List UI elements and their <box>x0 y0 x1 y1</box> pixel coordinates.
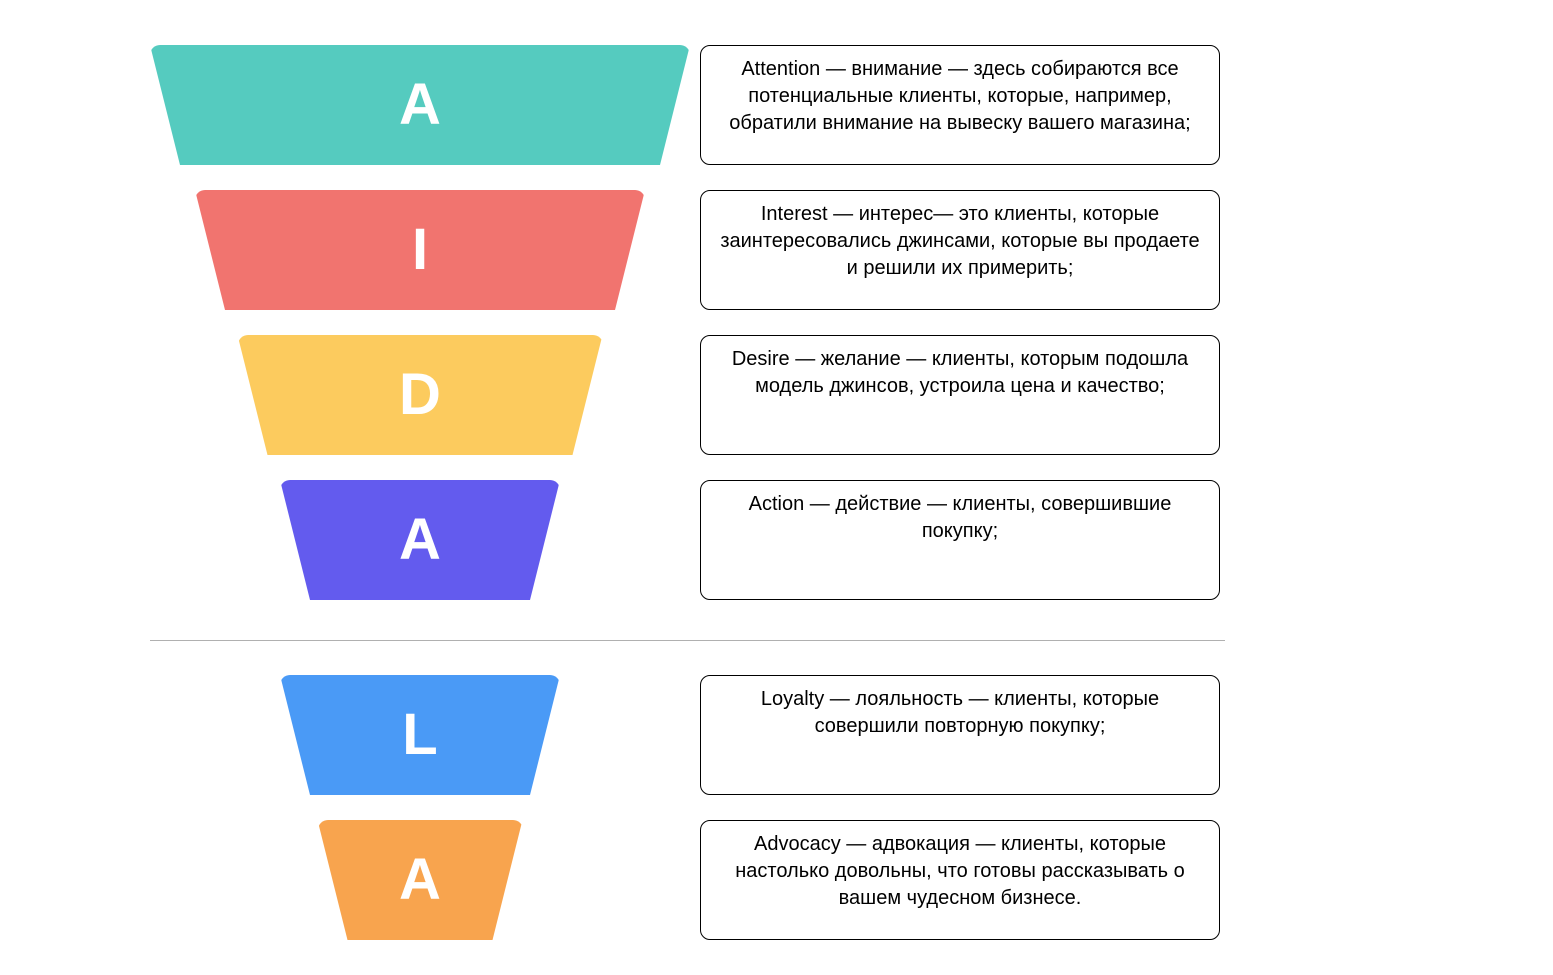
funnel-segment-desire: D <box>238 335 603 455</box>
stage-row-interest: I Interest — интерес— это клиенты, котор… <box>0 190 1553 310</box>
description-cell-advocacy: Advocacy — адвокация — клиенты, которые … <box>700 820 1220 940</box>
stage-row-advocacy: A Advocacy — адвокация — клиенты, которы… <box>0 820 1553 940</box>
description-box-interest: Interest — интерес— это клиенты, которые… <box>700 190 1220 310</box>
description-text-advocacy: Advocacy — адвокация — клиенты, которые … <box>735 833 1184 909</box>
description-text-loyalty: Loyalty — лояльность — клиенты, которые … <box>761 688 1159 737</box>
funnel-segment-attention: A <box>150 45 690 165</box>
description-box-action: Action — действие — клиенты, совершившие… <box>700 480 1220 600</box>
description-cell-loyalty: Loyalty — лояльность — клиенты, которые … <box>700 675 1220 795</box>
funnel-segment-advocacy: A <box>318 820 523 940</box>
description-text-attention: Attention — внимание — здесь собираются … <box>729 58 1190 134</box>
description-box-attention: Attention — внимание — здесь собираются … <box>700 45 1220 165</box>
funnel-segment-interest: I <box>195 190 645 310</box>
section-divider <box>150 640 1225 641</box>
description-box-advocacy: Advocacy — адвокация — клиенты, которые … <box>700 820 1220 940</box>
description-text-desire: Desire — желание — клиенты, которым подо… <box>732 348 1188 397</box>
description-text-interest: Interest — интерес— это клиенты, которые… <box>720 203 1199 279</box>
stage-row-loyalty: L Loyalty — лояльность — клиенты, которы… <box>0 675 1553 795</box>
funnel-cell-interest: I <box>150 190 690 310</box>
stage-row-attention: A Attention — внимание — здесь собираютс… <box>0 45 1553 165</box>
stage-row-desire: D Desire — желание — клиенты, которым по… <box>0 335 1553 455</box>
funnel-letter-desire: D <box>399 366 441 424</box>
description-box-loyalty: Loyalty — лояльность — клиенты, которые … <box>700 675 1220 795</box>
funnel-cell-advocacy: A <box>150 820 690 940</box>
funnel-segment-loyalty: L <box>280 675 560 795</box>
funnel-letter-attention: A <box>399 76 441 134</box>
description-cell-interest: Interest — интерес— это клиенты, которые… <box>700 190 1220 310</box>
funnel-cell-attention: A <box>150 45 690 165</box>
funnel-letter-loyalty: L <box>402 706 437 764</box>
description-cell-action: Action — действие — клиенты, совершившие… <box>700 480 1220 600</box>
funnel-letter-advocacy: A <box>399 851 441 909</box>
description-cell-attention: Attention — внимание — здесь собираются … <box>700 45 1220 165</box>
funnel-letter-interest: I <box>412 221 428 279</box>
description-cell-desire: Desire — желание — клиенты, которым подо… <box>700 335 1220 455</box>
funnel-segment-action: A <box>280 480 560 600</box>
funnel-cell-action: A <box>150 480 690 600</box>
description-box-desire: Desire — желание — клиенты, которым подо… <box>700 335 1220 455</box>
funnel-cell-loyalty: L <box>150 675 690 795</box>
stage-row-action: A Action — действие — клиенты, совершивш… <box>0 480 1553 600</box>
aida-funnel-diagram: A Attention — внимание — здесь собираютс… <box>0 0 1553 975</box>
funnel-cell-desire: D <box>150 335 690 455</box>
funnel-letter-action: A <box>399 511 441 569</box>
description-text-action: Action — действие — клиенты, совершившие… <box>749 493 1172 542</box>
